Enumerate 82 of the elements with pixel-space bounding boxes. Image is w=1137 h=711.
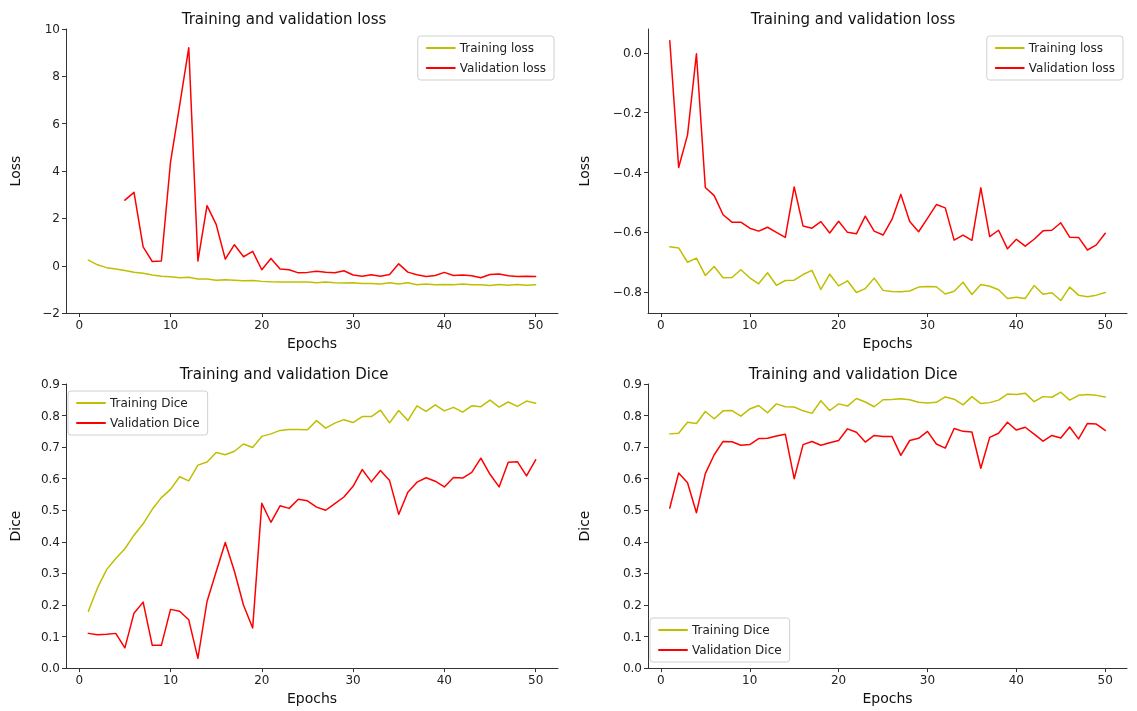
y-tick-label: −0.4	[612, 165, 642, 180]
y-tick-label: 0.9	[622, 377, 642, 391]
y-tick-label: 0.8	[40, 408, 60, 423]
y-tick-label: 8	[52, 69, 60, 84]
x-tick-label: 30	[919, 318, 936, 333]
line-series	[87, 457, 537, 660]
y-tick-label: 0.8	[622, 408, 642, 423]
y-tick-label: −0.6	[612, 225, 642, 240]
y-tick-label: 0.0	[622, 661, 642, 676]
y-tick-label: 4	[52, 164, 60, 179]
chart-title: Training and validation loss	[180, 9, 387, 28]
y-axis-title: Dice	[7, 510, 23, 542]
y-tick-label: 0.6	[40, 471, 60, 486]
legend-label: Validation Dice	[692, 643, 782, 657]
y-tick-label: 0.2	[622, 597, 642, 612]
legend-label: Validation loss	[1028, 61, 1115, 75]
x-axis-title: Epochs	[286, 690, 338, 706]
x-tick-label: 0	[657, 673, 665, 688]
x-axis-title: Epochs	[862, 335, 913, 351]
y-tick-label: 0.5	[40, 503, 60, 518]
legend-label: Training loss	[458, 41, 535, 55]
y-tick-label: −0.8	[612, 285, 642, 300]
x-tick-label: 50	[1097, 673, 1113, 688]
y-axis-title: Dice	[576, 510, 592, 542]
y-tick-label: 0.7	[622, 440, 642, 455]
x-axis-title: Epochs	[862, 690, 913, 706]
line-series	[87, 259, 537, 287]
y-tick-label: 0.1	[622, 629, 642, 644]
x-tick-label: 50	[528, 318, 544, 333]
y-tick-label: 0.3	[40, 566, 60, 581]
y-tick-label: −2	[42, 306, 60, 321]
x-tick-label: 0	[75, 673, 84, 688]
x-tick-label: 10	[742, 673, 758, 688]
y-tick-label: 2	[52, 211, 60, 226]
legend-label: Training Dice	[691, 623, 770, 637]
y-tick-label: 0.5	[622, 503, 642, 518]
y-tick-label: 0.4	[40, 534, 60, 549]
chart-title: Training and validation Dice	[747, 364, 958, 383]
x-tick-label: 30	[345, 673, 361, 688]
x-tick-label: 40	[1008, 673, 1024, 688]
y-tick-label: 0.3	[622, 566, 642, 581]
line-series	[87, 399, 537, 613]
x-tick-label: 10	[162, 673, 179, 688]
x-tick-label: 20	[254, 318, 270, 333]
y-tick-label: 10	[44, 22, 60, 36]
y-tick-label: 0.2	[40, 597, 60, 612]
x-tick-label: 0	[657, 318, 665, 333]
x-tick-label: 10	[742, 318, 758, 333]
x-tick-label: 40	[1008, 318, 1024, 333]
x-tick-label: 50	[528, 673, 544, 688]
x-tick-label: 40	[436, 673, 452, 688]
y-tick-label: 0.0	[622, 45, 642, 60]
y-tick-label: −0.2	[612, 105, 642, 120]
y-axis-title: Loss	[576, 155, 592, 187]
chart-title: Training and validation loss	[749, 9, 956, 28]
legend-label: Training Dice	[109, 396, 188, 410]
x-tick-label: 30	[345, 318, 361, 333]
legend-label: Training loss	[1027, 41, 1104, 55]
y-axis-title: Loss	[7, 155, 23, 187]
x-tick-label: 20	[830, 318, 847, 333]
y-tick-label: 0	[52, 258, 60, 273]
legend-label: Validation loss	[459, 61, 546, 75]
y-tick-label: 0.4	[622, 534, 642, 549]
x-tick-label: 30	[919, 673, 936, 688]
x-tick-label: 40	[436, 318, 452, 333]
x-axis-title: Epochs	[286, 335, 338, 351]
line-series	[669, 421, 1106, 514]
y-tick-label: 0.7	[40, 440, 60, 455]
x-tick-label: 20	[254, 673, 270, 688]
y-tick-label: 0.1	[40, 629, 60, 644]
x-tick-label: 20	[830, 673, 847, 688]
line-series	[669, 391, 1106, 435]
x-tick-label: 10	[162, 318, 179, 333]
line-series	[669, 245, 1106, 302]
x-tick-label: 0	[75, 318, 84, 333]
y-tick-label: 0.9	[40, 377, 60, 391]
x-tick-label: 50	[1097, 318, 1113, 333]
legend-label: Validation Dice	[110, 416, 200, 430]
y-tick-label: 0.6	[622, 471, 642, 486]
y-tick-label: 6	[52, 116, 60, 131]
y-tick-label: 0.0	[40, 661, 60, 676]
chart-title: Training and validation Dice	[178, 364, 389, 383]
